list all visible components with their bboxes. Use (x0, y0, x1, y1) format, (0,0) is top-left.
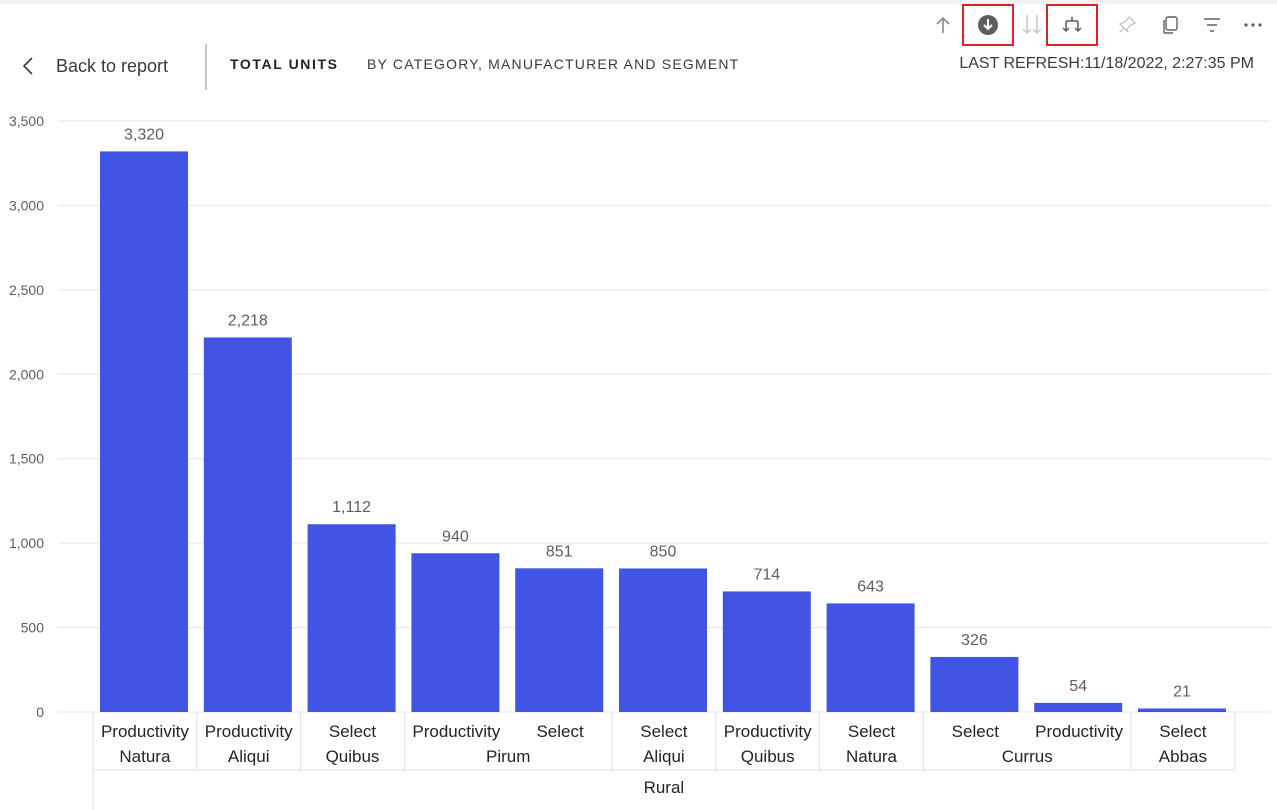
segment-label: Productivity (724, 722, 812, 741)
data-label: 3,320 (124, 126, 164, 143)
segment-label: Select (1159, 722, 1207, 741)
back-to-report-button[interactable]: Back to report (22, 52, 168, 80)
y-tick-label: 3,000 (9, 197, 44, 213)
manufacturer-label: Aliqui (643, 747, 685, 766)
bar[interactable] (930, 656, 1019, 712)
bar[interactable] (307, 524, 396, 712)
bar[interactable] (1138, 708, 1226, 712)
drill-up-icon (936, 16, 950, 33)
go-to-next-level-button[interactable] (1006, 4, 1058, 46)
data-label: 714 (753, 566, 780, 583)
filter-icon (1204, 18, 1220, 32)
segment-label: Select (329, 722, 377, 741)
copy-icon (1163, 16, 1178, 34)
bar[interactable] (1034, 702, 1123, 712)
manufacturer-label: Natura (119, 747, 171, 766)
filter-button[interactable] (1186, 4, 1238, 46)
data-label: 21 (1173, 683, 1191, 700)
data-label: 851 (546, 543, 573, 560)
segment-label: Select (952, 722, 1000, 741)
segment-label: Select (640, 722, 688, 741)
y-tick-label: 2,000 (9, 366, 44, 382)
data-label: 850 (650, 543, 677, 560)
visual-header: Back to report TOTAL UNITS BY CATEGORY, … (0, 44, 1277, 90)
category-label: Rural (644, 778, 685, 797)
pin-visual-button[interactable] (1101, 4, 1153, 46)
manufacturer-label: Aliqui (228, 747, 270, 766)
y-tick-label: 0 (36, 704, 44, 720)
segment-label: Productivity (101, 722, 189, 741)
bar[interactable] (203, 337, 292, 712)
bar[interactable] (411, 553, 500, 712)
manufacturer-label: Quibus (741, 747, 795, 766)
bar[interactable] (826, 603, 915, 712)
drill-up-button[interactable] (917, 4, 969, 46)
back-to-report-label: Back to report (56, 55, 169, 76)
segment-label: Productivity (205, 722, 293, 741)
data-label: 326 (961, 632, 988, 649)
visual-title: TOTAL UNITS (230, 56, 339, 72)
manufacturer-label: Abbas (1159, 747, 1207, 766)
last-refresh-label: LAST REFRESH:11/18/2022, 2:27:35 PM (959, 55, 1254, 72)
manufacturer-label: Pirum (486, 747, 530, 766)
data-label: 940 (442, 528, 469, 545)
y-tick-label: 3,500 (9, 113, 44, 129)
y-tick-label: 1,000 (9, 535, 44, 551)
data-label: 1,112 (332, 499, 371, 516)
segment-label: Productivity (1035, 722, 1123, 741)
bar[interactable] (100, 151, 188, 712)
bar[interactable] (722, 591, 811, 712)
data-label: 2,218 (228, 312, 268, 329)
pin-icon (1118, 15, 1137, 33)
drill-down-toggle-button[interactable] (962, 4, 1014, 46)
drill-down-on-icon (978, 15, 998, 35)
bar[interactable] (515, 568, 604, 712)
manufacturer-label: Quibus (326, 747, 380, 766)
go-to-next-level-icon (1022, 15, 1042, 35)
more-options-button[interactable] (1227, 4, 1277, 46)
visual-toolbar (917, 4, 1277, 46)
data-label: 54 (1069, 678, 1087, 695)
top-edge (0, 0, 1277, 4)
segment-label: Productivity (412, 722, 500, 741)
copy-visual-button[interactable] (1144, 4, 1196, 46)
header-divider (205, 44, 207, 90)
more-options-icon (1244, 23, 1262, 27)
segment-label: Select (848, 722, 896, 741)
manufacturer-label: Currus (1002, 747, 1053, 766)
segment-label: Select (536, 722, 584, 741)
manufacturer-label: Natura (846, 747, 898, 766)
chevron-left-icon (22, 57, 33, 75)
bar-chart: 0 500 1,000 1,500 2,000 2,500 3,000 3,500 3,320 2… (9, 113, 1270, 810)
y-tick-label: 2,500 (9, 282, 44, 298)
y-tick-label: 1,500 (9, 451, 44, 467)
visual-subtitle: BY CATEGORY, MANUFACTURER AND SEGMENT (367, 56, 740, 72)
expand-next-level-button[interactable] (1046, 4, 1098, 46)
expand-next-level-icon (1062, 17, 1082, 33)
data-label: 643 (857, 578, 884, 595)
bar[interactable] (619, 568, 707, 712)
y-tick-label: 500 (21, 620, 45, 636)
